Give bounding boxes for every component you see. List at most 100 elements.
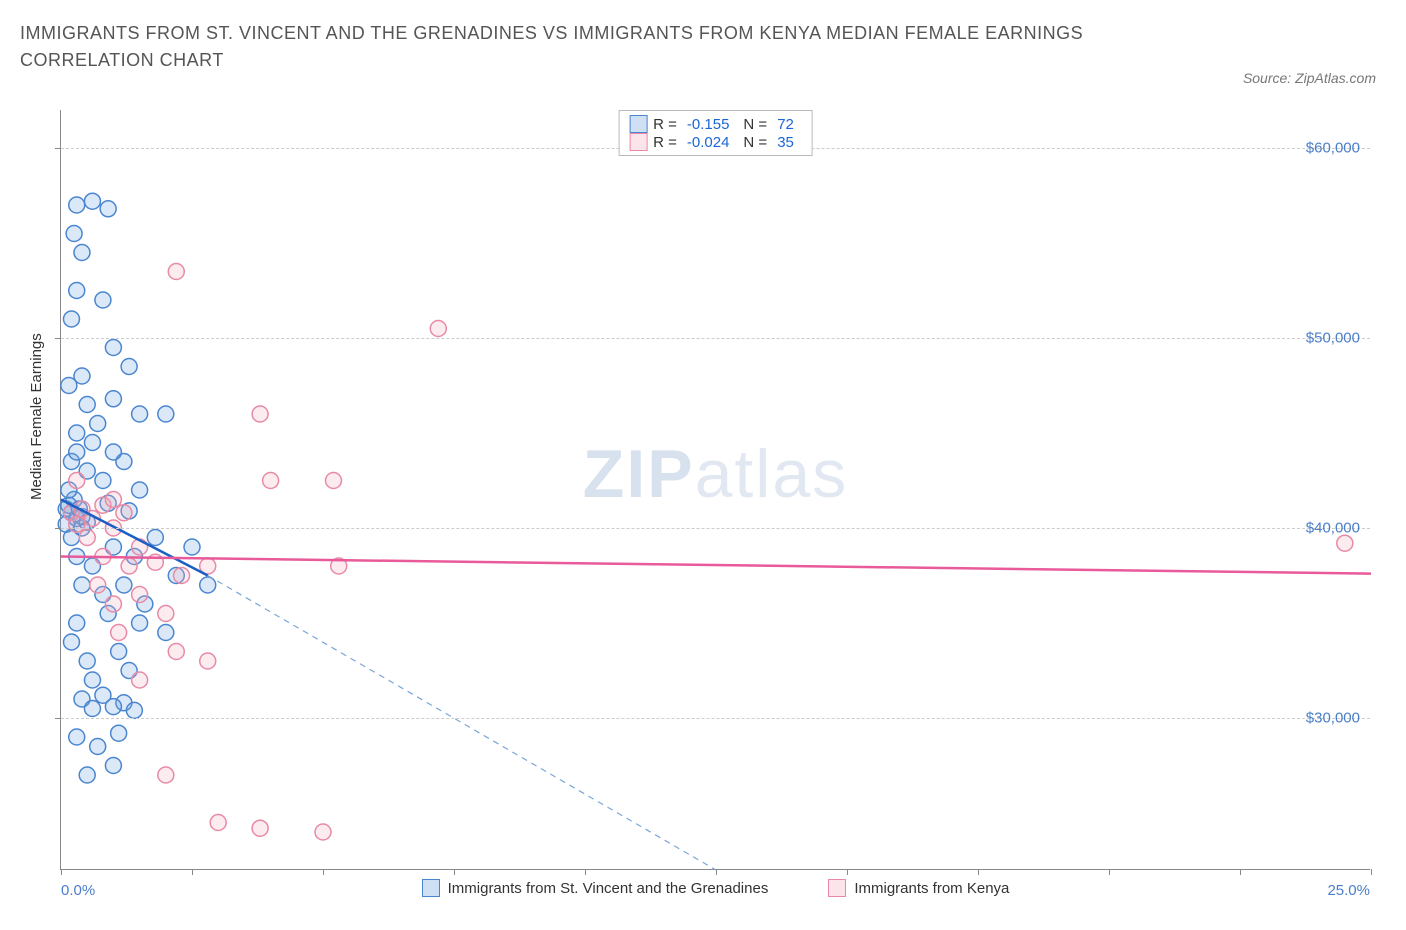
n-value-1: 72 — [777, 116, 794, 133]
data-point — [252, 820, 268, 836]
data-point — [79, 653, 95, 669]
data-point — [69, 516, 85, 532]
data-point — [184, 539, 200, 555]
data-point — [105, 596, 121, 612]
data-point — [105, 758, 121, 774]
data-point — [126, 702, 142, 718]
legend-item-2: Immigrants from Kenya — [828, 879, 1009, 897]
data-point — [105, 391, 121, 407]
x-tick — [847, 869, 848, 875]
data-point — [132, 587, 148, 603]
source-attribution: Source: ZipAtlas.com — [1243, 70, 1376, 86]
y-tick-label: $60,000 — [1306, 140, 1360, 157]
data-point — [84, 672, 100, 688]
n-label: N = — [743, 134, 767, 151]
legend-stats-row-1: R = -0.155 N = 72 — [629, 115, 802, 133]
data-point — [69, 283, 85, 299]
data-point — [116, 577, 132, 593]
data-point — [74, 577, 90, 593]
data-point — [430, 321, 446, 337]
data-point — [84, 435, 100, 451]
data-point — [132, 615, 148, 631]
r-value-2: -0.024 — [687, 134, 730, 151]
regression-line — [208, 576, 716, 871]
data-point — [325, 473, 341, 489]
legend-item-1: Immigrants from St. Vincent and the Gren… — [422, 879, 769, 897]
x-tick — [192, 869, 193, 875]
n-value-2: 35 — [777, 134, 794, 151]
legend-swatch-series-2 — [629, 133, 647, 151]
chart-title: IMMIGRANTS FROM ST. VINCENT AND THE GREN… — [20, 20, 1120, 74]
legend-stats-row-2: R = -0.024 N = 35 — [629, 133, 802, 151]
legend-label-2: Immigrants from Kenya — [854, 880, 1009, 897]
gridline — [61, 528, 1370, 529]
r-label: R = — [653, 116, 677, 133]
data-point — [111, 725, 127, 741]
data-point — [95, 473, 111, 489]
data-point — [174, 568, 190, 584]
data-point — [158, 406, 174, 422]
data-point — [74, 368, 90, 384]
data-point — [132, 672, 148, 688]
data-point — [79, 397, 95, 413]
data-point — [263, 473, 279, 489]
data-point — [69, 615, 85, 631]
legend-series: Immigrants from St. Vincent and the Gren… — [61, 879, 1370, 897]
data-point — [69, 473, 85, 489]
data-point — [147, 530, 163, 546]
legend-stats: R = -0.155 N = 72 R = -0.024 N = 35 — [618, 110, 813, 156]
x-tick — [1109, 869, 1110, 875]
data-point — [63, 311, 79, 327]
data-point — [252, 406, 268, 422]
y-axis-label: Median Female Earnings — [28, 333, 45, 500]
data-point — [210, 815, 226, 831]
gridline — [61, 718, 1370, 719]
data-point — [84, 701, 100, 717]
x-tick — [323, 869, 324, 875]
data-point — [132, 482, 148, 498]
data-point — [116, 505, 132, 521]
data-point — [105, 699, 121, 715]
data-point — [90, 416, 106, 432]
y-tick-label: $30,000 — [1306, 710, 1360, 727]
gridline — [61, 338, 1370, 339]
data-point — [69, 444, 85, 460]
data-point — [100, 201, 116, 217]
regression-line — [61, 557, 1371, 574]
n-label: N = — [743, 116, 767, 133]
y-tick-label: $40,000 — [1306, 520, 1360, 537]
data-point — [90, 739, 106, 755]
data-point — [79, 530, 95, 546]
x-tick — [1240, 869, 1241, 875]
r-value-1: -0.155 — [687, 116, 730, 133]
data-point — [158, 606, 174, 622]
x-tick — [1371, 869, 1372, 875]
data-point — [95, 292, 111, 308]
x-tick — [61, 869, 62, 875]
y-tick-label: $50,000 — [1306, 330, 1360, 347]
data-point — [168, 644, 184, 660]
plot-area: R = -0.155 N = 72 R = -0.024 N = 35 ZIPa… — [60, 110, 1370, 870]
data-point — [66, 226, 82, 242]
data-point — [121, 558, 137, 574]
data-point — [200, 653, 216, 669]
scatter-plot-svg — [61, 110, 1370, 869]
data-point — [79, 767, 95, 783]
data-point — [90, 577, 106, 593]
data-point — [111, 625, 127, 641]
legend-swatch-series-1 — [422, 879, 440, 897]
legend-swatch-series-1 — [629, 115, 647, 133]
data-point — [315, 824, 331, 840]
data-point — [69, 197, 85, 213]
data-point — [168, 264, 184, 280]
data-point — [132, 406, 148, 422]
data-point — [74, 245, 90, 261]
r-label: R = — [653, 134, 677, 151]
x-tick — [978, 869, 979, 875]
data-point — [105, 340, 121, 356]
data-point — [69, 729, 85, 745]
x-tick — [716, 869, 717, 875]
data-point — [1337, 535, 1353, 551]
data-point — [69, 425, 85, 441]
legend-swatch-series-2 — [828, 879, 846, 897]
